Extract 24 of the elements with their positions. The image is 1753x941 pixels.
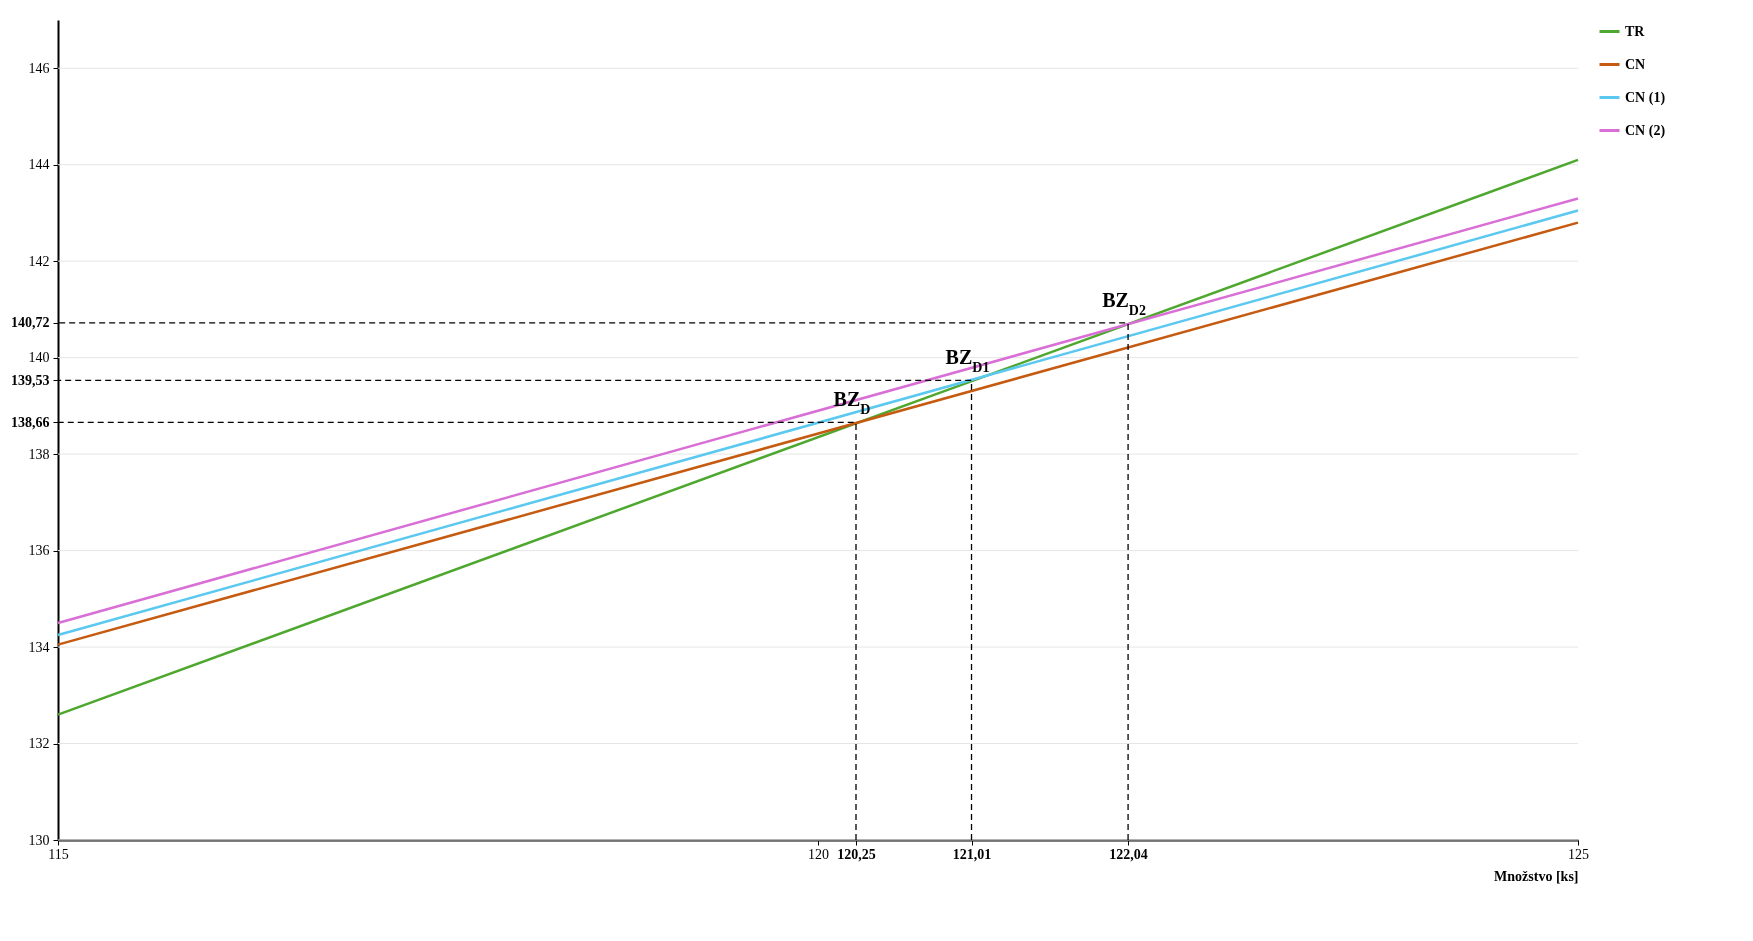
y-tick-label: 138 (28, 446, 50, 462)
x-tick-label: 121,01 (952, 846, 992, 862)
x-tick-label: 120,25 (837, 846, 876, 862)
y-tick-label: 138,66 (11, 414, 50, 430)
legend-label: CN (1625, 56, 1646, 72)
legend-label: CN (1) (1625, 89, 1666, 106)
y-tick-label: 142 (28, 253, 50, 269)
legend-label: CN (2) (1625, 122, 1666, 139)
y-tick-label: 139,53 (11, 372, 50, 388)
x-tick-label: 115 (48, 846, 69, 862)
x-tick-label: 125 (1568, 846, 1589, 862)
y-tick-label: 140,72 (11, 315, 50, 331)
x-tick-label: 120 (808, 846, 829, 862)
annotation: BZ$_{D2}$ (1102, 288, 1146, 318)
x-axis-title: Množstvo [ks] (1494, 868, 1579, 884)
y-tick-label: 130 (28, 832, 50, 848)
y-tick-label: 144 (28, 157, 50, 173)
y-tick-label: 146 (28, 60, 50, 76)
y-tick-label: 134 (28, 639, 50, 655)
y-tick-label: 140 (28, 350, 50, 366)
y-tick-label: 136 (28, 543, 50, 559)
x-tick-label: 122,04 (1109, 846, 1148, 862)
y-tick-label: 132 (28, 736, 50, 752)
legend-label: TR (1625, 23, 1646, 39)
